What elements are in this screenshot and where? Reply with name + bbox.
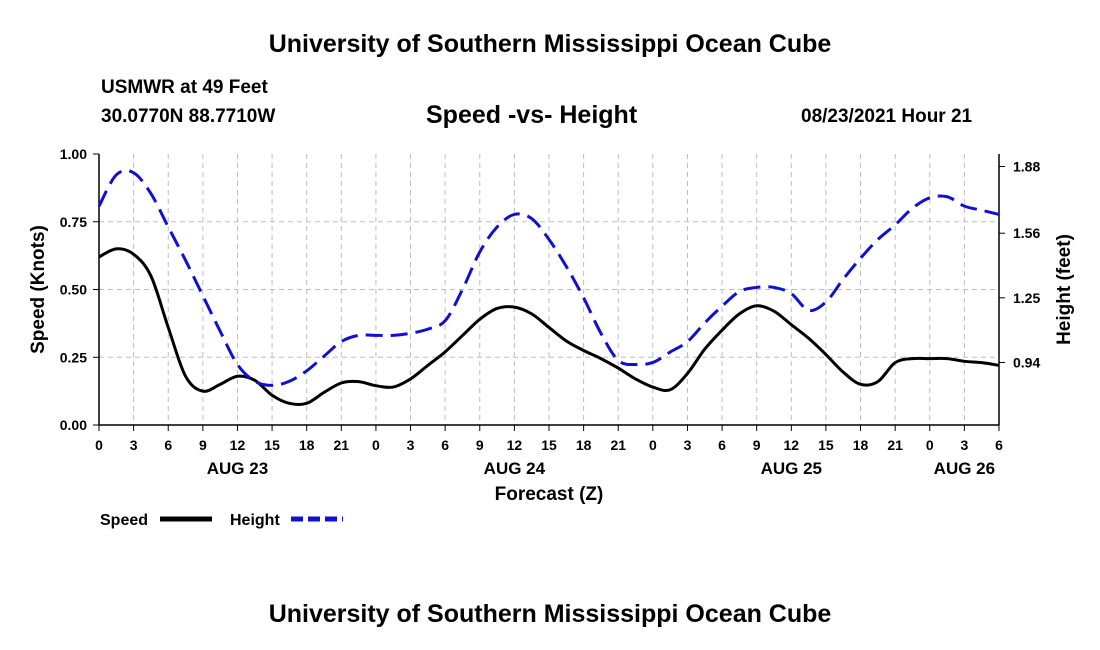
date-label: AUG 25 <box>761 459 822 478</box>
x-tick-label: 6 <box>995 437 1003 453</box>
x-tick-label: 3 <box>407 437 415 453</box>
x-tick-label: 18 <box>576 437 592 453</box>
y-tick-label-right: 1.25 <box>1013 290 1040 306</box>
x-tick-label: 21 <box>887 437 903 453</box>
x-tick-label: 9 <box>199 437 207 453</box>
x-tick-label: 9 <box>476 437 484 453</box>
y-tick-label-right: 1.56 <box>1013 225 1040 241</box>
chart-title: Speed -vs- Height <box>426 101 638 129</box>
date-label: AUG 26 <box>934 459 995 478</box>
y-tick-label-left: 0.50 <box>60 282 87 298</box>
x-tick-label: 9 <box>753 437 761 453</box>
x-axis-title: Forecast (Z) <box>495 484 604 505</box>
y-tick-label-left: 1.00 <box>60 146 87 162</box>
height-series-line <box>97 169 1000 387</box>
x-tick-label: 15 <box>818 437 834 453</box>
x-tick-label: 15 <box>541 437 557 453</box>
x-tick-label: 0 <box>649 437 657 453</box>
y-tick-label-right: 0.94 <box>1013 354 1040 370</box>
forecast-datetime: 08/23/2021 Hour 21 <box>801 106 973 127</box>
x-tick-label: 3 <box>684 437 692 453</box>
footer-title: University of Southern Mississippi Ocean… <box>268 600 832 628</box>
x-tick-label: 21 <box>610 437 626 453</box>
x-tick-label: 18 <box>853 437 869 453</box>
x-tick-label: 12 <box>784 437 800 453</box>
x-tick-label: 18 <box>299 437 315 453</box>
y-axis-title-left: Speed (Knots) <box>28 225 49 354</box>
y-tick-label-left: 0.75 <box>60 214 87 230</box>
y-tick-label-left: 0.25 <box>60 349 87 365</box>
y-tick-label-right: 1.88 <box>1013 159 1040 175</box>
y-tick-label-left: 0.00 <box>60 417 87 433</box>
page-title: University of Southern Mississippi Ocean… <box>268 30 832 58</box>
x-tick-label: 12 <box>230 437 246 453</box>
x-tick-label: 21 <box>334 437 350 453</box>
coordinates-label: 30.0770N 88.7710W <box>101 106 276 127</box>
x-tick-label: 3 <box>960 437 968 453</box>
x-tick-label: 3 <box>130 437 138 453</box>
x-tick-label: 0 <box>372 437 380 453</box>
x-tick-label: 6 <box>164 437 172 453</box>
date-label: AUG 23 <box>207 459 268 478</box>
station-label: USMWR at 49 Feet <box>101 77 268 98</box>
x-tick-label: 6 <box>718 437 726 453</box>
x-tick-label: 0 <box>926 437 934 453</box>
legend-label-height: Height <box>230 512 280 529</box>
x-tick-label: 15 <box>264 437 280 453</box>
x-tick-label: 6 <box>441 437 449 453</box>
x-tick-label: 12 <box>507 437 523 453</box>
y-axis-title-right: Height (feet) <box>1054 234 1075 345</box>
legend-label-speed: Speed <box>100 512 148 529</box>
date-label: AUG 24 <box>484 459 546 478</box>
x-tick-label: 0 <box>95 437 103 453</box>
